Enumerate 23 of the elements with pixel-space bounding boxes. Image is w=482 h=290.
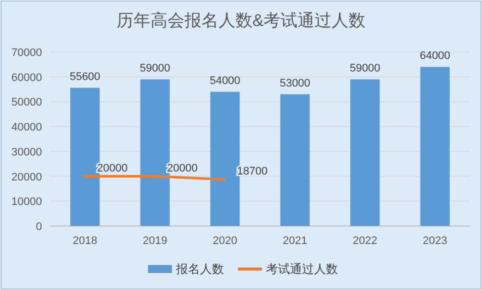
x-tick-label: 2018	[72, 235, 98, 247]
x-tick-label: 2020	[212, 235, 238, 247]
data-label: 59000	[350, 62, 380, 74]
legend-label: 报名人数	[175, 262, 224, 276]
x-tick-label: 2022	[352, 235, 378, 247]
title: 历年高会报名人数&考试通过人数	[116, 11, 366, 30]
x-tick-label: 2021	[282, 235, 308, 247]
y-tick-label: 40000	[11, 122, 42, 134]
data-label: 53000	[280, 77, 310, 90]
x-tick-label: 2023	[422, 235, 448, 247]
data-label: 59000	[140, 62, 170, 74]
y-tick-label: 30000	[11, 146, 42, 158]
y-tick-label: 70000	[11, 47, 42, 59]
data-label: 54000	[210, 74, 240, 87]
data-label: 55600	[70, 70, 100, 83]
y-tick-label: 20000	[11, 171, 42, 184]
data-label: 64000	[420, 50, 450, 62]
legend-label: 考试通过人数	[266, 262, 338, 276]
y-tick-label: 0	[36, 221, 42, 233]
y-tick-label: 50000	[11, 96, 42, 109]
y-tick-label: 10000	[11, 196, 42, 208]
y-tick-label: 60000	[11, 72, 42, 84]
x-tick-label: 2019	[142, 235, 168, 247]
